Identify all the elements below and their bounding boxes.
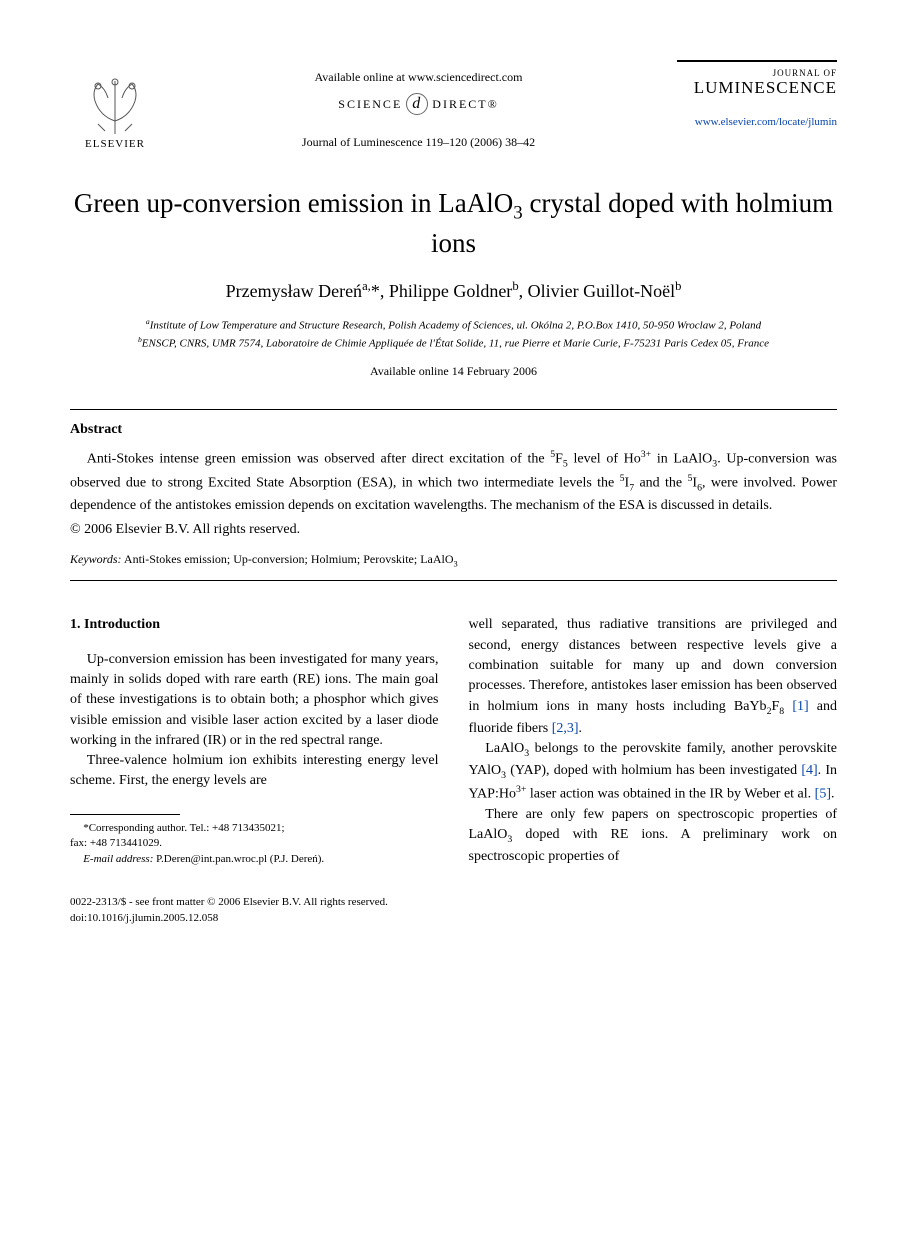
body-columns: 1. Introduction Up-conversion emission h… bbox=[70, 615, 837, 867]
keywords-label: Keywords: bbox=[70, 552, 122, 566]
footer-line2: doi:10.1016/j.jlumin.2005.12.058 bbox=[70, 911, 837, 926]
footnote-rule bbox=[70, 814, 180, 815]
affiliation-a: aInstitute of Low Temperature and Struct… bbox=[70, 316, 837, 334]
keywords-sub: 3 bbox=[454, 559, 458, 568]
science-direct-d-icon: d bbox=[406, 93, 428, 115]
intro-p4: LaAlO3 belongs to the perovskite family,… bbox=[469, 739, 838, 805]
intro-p3: well separated, thus radiative transitio… bbox=[469, 615, 838, 738]
direct-text: DIRECT® bbox=[432, 97, 498, 112]
affiliation-b: bENSCP, CNRS, UMR 7574, Laboratoire de C… bbox=[70, 334, 837, 352]
authors-line: Przemysław Dereńa,*, Philippe Goldnerb, … bbox=[70, 279, 837, 302]
journal-reference: Journal of Luminescence 119–120 (2006) 3… bbox=[160, 135, 677, 150]
center-header: Available online at www.sciencedirect.co… bbox=[160, 60, 677, 150]
fax-line: fax: +48 713441029. bbox=[70, 836, 439, 851]
copyright-line: © 2006 Elsevier B.V. All rights reserved… bbox=[70, 522, 837, 538]
intro-p2: Three-valence holmium ion exhibits inter… bbox=[70, 751, 439, 792]
available-date: Available online 14 February 2006 bbox=[70, 364, 837, 379]
section-1-heading: 1. Introduction bbox=[70, 615, 439, 635]
email-address[interactable]: P.Deren@int.pan.wroc.pl (P.J. Dereń). bbox=[153, 853, 324, 865]
article-title: Green up-conversion emission in LaAlO3 c… bbox=[70, 186, 837, 261]
email-line: E-mail address: P.Deren@int.pan.wroc.pl … bbox=[70, 852, 439, 867]
title-sub: 3 bbox=[513, 202, 522, 223]
keywords-text: Anti-Stokes emission; Up-conversion; Hol… bbox=[122, 552, 454, 566]
footer: 0022-2313/$ - see front matter © 2006 El… bbox=[70, 895, 837, 926]
header-row: ELSEVIER Available online at www.science… bbox=[70, 60, 837, 150]
intro-p5: There are only few papers on spectroscop… bbox=[469, 805, 838, 868]
journal-logo-rule bbox=[677, 60, 837, 62]
journal-name-text: LUMINESCENCE bbox=[677, 78, 837, 98]
email-label: E-mail address: bbox=[83, 853, 153, 865]
footer-line1: 0022-2313/$ - see front matter © 2006 El… bbox=[70, 895, 837, 910]
journal-logo-box: JOURNAL OF LUMINESCENCE www.elsevier.com… bbox=[677, 60, 837, 128]
abstract-body: Anti-Stokes intense green emission was o… bbox=[70, 448, 837, 516]
journal-url[interactable]: www.elsevier.com/locate/jlumin bbox=[677, 116, 837, 128]
keywords-line: Keywords: Anti-Stokes emission; Up-conve… bbox=[70, 552, 837, 568]
intro-p1: Up-conversion emission has been investig… bbox=[70, 650, 439, 751]
left-column: 1. Introduction Up-conversion emission h… bbox=[70, 615, 439, 867]
elsevier-text: ELSEVIER bbox=[85, 138, 145, 150]
elsevier-tree-icon bbox=[80, 76, 150, 136]
science-text: SCIENCE bbox=[338, 97, 402, 112]
affiliations: aInstitute of Low Temperature and Struct… bbox=[70, 316, 837, 352]
corresponding-author: *Corresponding author. Tel.: +48 7134350… bbox=[70, 821, 439, 836]
elsevier-logo: ELSEVIER bbox=[70, 60, 160, 150]
title-part1: Green up-conversion emission in LaAlO bbox=[74, 188, 513, 218]
rule-bottom bbox=[70, 580, 837, 581]
abstract-heading: Abstract bbox=[70, 422, 837, 438]
available-online-text: Available online at www.sciencedirect.co… bbox=[160, 70, 677, 85]
science-direct-logo: SCIENCE d DIRECT® bbox=[160, 93, 677, 115]
rule-top bbox=[70, 409, 837, 410]
journal-of-text: JOURNAL OF bbox=[677, 68, 837, 78]
right-column: well separated, thus radiative transitio… bbox=[469, 615, 838, 867]
